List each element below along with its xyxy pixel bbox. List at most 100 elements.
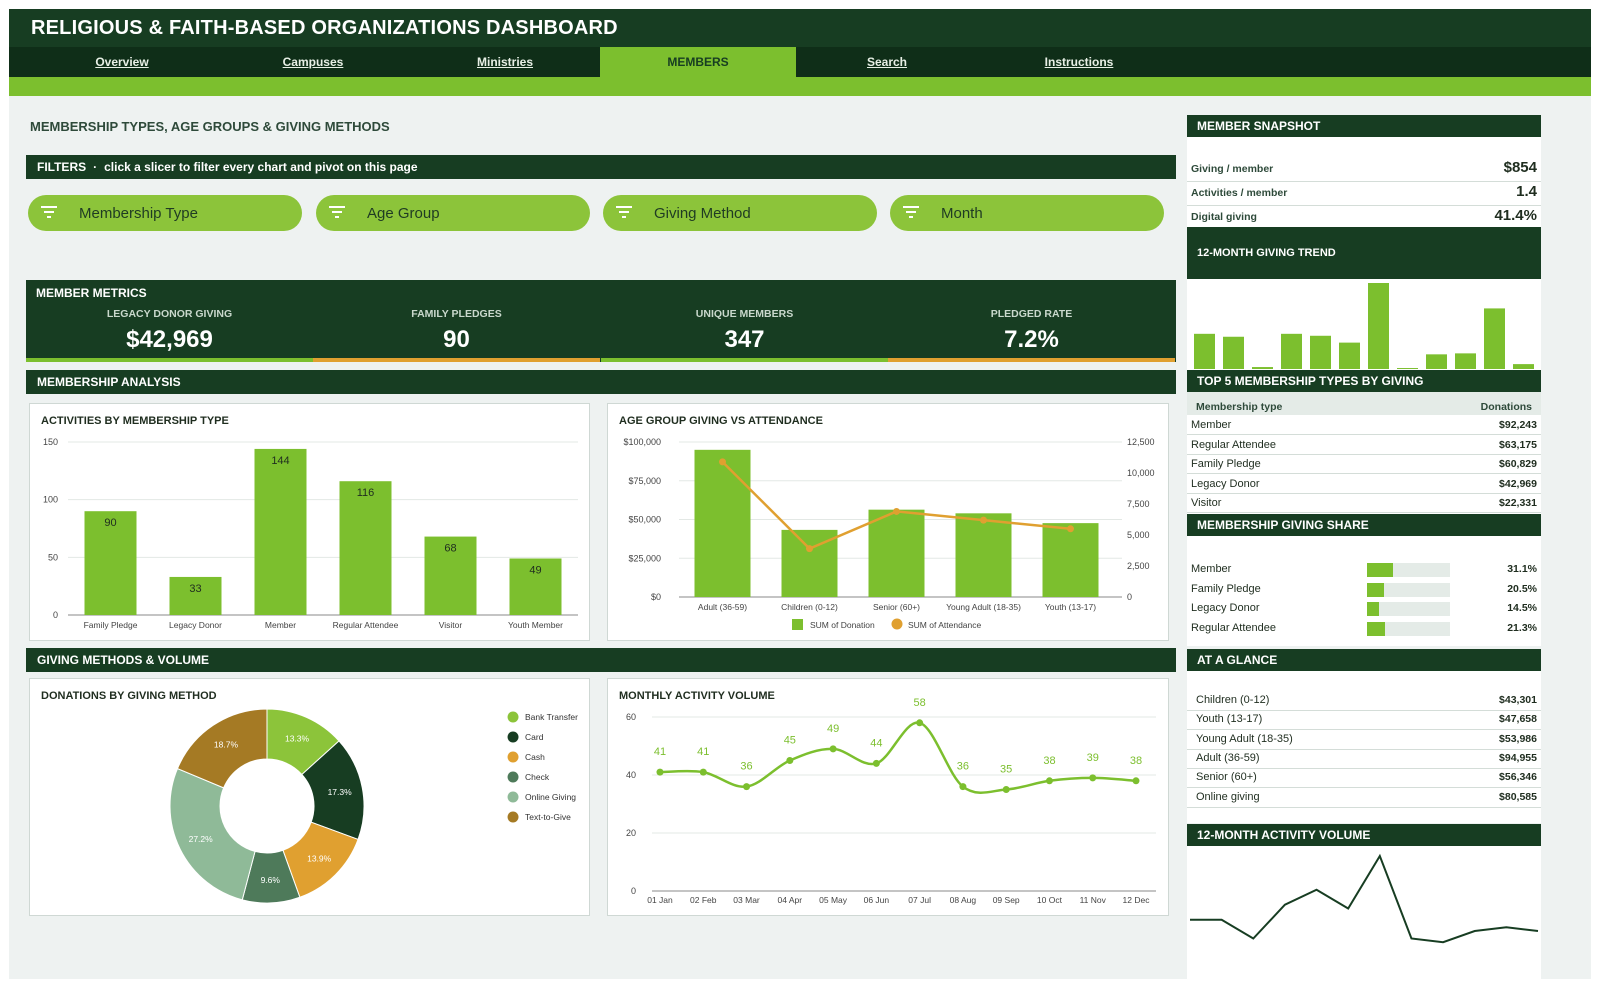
snapshot-title: MEMBER SNAPSHOT (1187, 115, 1541, 137)
giving-trend-header: 12-MONTH GIVING TREND (1187, 227, 1541, 279)
bar-data-label: 33 (189, 583, 201, 595)
legend-swatch (507, 711, 519, 723)
metric-unique-members: UNIQUE MEMBERS 347 (601, 280, 888, 362)
share-value: 14.5% (1507, 602, 1537, 614)
attendance-point (893, 507, 900, 515)
data-point (872, 759, 880, 767)
bar (955, 513, 1012, 597)
x-tick-label: 12 Dec (1123, 895, 1151, 905)
share-value: 20.5% (1507, 582, 1537, 595)
slicer-label: Giving Method (654, 205, 751, 222)
glance-label: Youth (13-17) (1196, 713, 1263, 726)
activities-bar-chart: 0 50 100 150 90 Family Pledge 33 Legacy Donor 14… (43, 437, 578, 630)
top5-label: Regular Attendee (1191, 438, 1277, 451)
top5-header-row (1187, 392, 1541, 415)
data-point (786, 757, 794, 764)
slicer-month[interactable]: Month (890, 195, 1164, 231)
x-tick-label: Family Pledge (84, 620, 138, 630)
legend-label: Cash (525, 752, 545, 762)
share-value: 31.1% (1507, 563, 1537, 575)
section-giving-methods: GIVING METHODS & VOLUME (26, 648, 1176, 672)
filters-bar: FILTERS · click a slicer to filter every… (26, 155, 1176, 179)
divider (1187, 748, 1541, 750)
glance-label: Children (0-12) (1196, 694, 1270, 706)
giving-trend-mini-bar-chart (1187, 279, 1541, 370)
app-title: RELIGIOUS & FAITH-BASED ORGANIZATIONS DA… (31, 17, 618, 39)
snapshot-row: Activities / member 1.4 (1187, 183, 1541, 207)
metric-label: UNIQUE MEMBERS (695, 308, 794, 320)
slice-data-label: 13.9% (307, 853, 332, 863)
slicer-label: Month (941, 205, 983, 222)
y-tick-label: 0 (631, 886, 636, 896)
tab-search[interactable]: Search (866, 55, 908, 69)
x-tick-label: Visitor (439, 620, 463, 630)
data-point (829, 745, 837, 753)
point-data-label: 38 (1043, 755, 1055, 767)
share-bar-fill (1367, 563, 1393, 577)
tab-members[interactable]: MEMBERS (600, 47, 796, 77)
glance-title: AT A GLANCE (1187, 649, 1541, 671)
y-tick-label: 20 (626, 828, 636, 838)
y-tick-label: 60 (626, 712, 636, 722)
divider (1187, 453, 1541, 455)
snapshot-row: Giving / member $854 (1187, 159, 1541, 183)
trend-bar (1223, 336, 1244, 369)
page-heading: MEMBERSHIP TYPES, AGE GROUPS & GIVING ME… (30, 119, 390, 134)
tab-ministries[interactable]: Ministries (476, 55, 533, 69)
slicer-label: Age Group (367, 205, 440, 222)
y-tick-label: 100 (43, 495, 58, 505)
top5-value: $63,175 (1499, 438, 1537, 451)
bar (694, 449, 751, 597)
x-tick-label: Member (265, 620, 296, 630)
tab-instructions[interactable]: Instructions (1044, 55, 1114, 69)
x-tick-label: Legacy Donor (169, 620, 222, 630)
y-tick-label: 50 (48, 552, 58, 562)
activity-trend-line (1190, 853, 1539, 944)
top5-label: Visitor (1191, 497, 1222, 509)
share-label: Family Pledge (1191, 582, 1261, 595)
divider (1187, 434, 1541, 435)
x-tick-label: 07 Jul (908, 895, 931, 905)
snapshot-label: Activities / member (1191, 187, 1288, 199)
x-tick-label: Children (0-12) (781, 602, 838, 612)
x-tick-label: 01 Jan (647, 895, 673, 905)
bar (84, 511, 137, 615)
y-right-tick-label: 10,000 (1127, 468, 1155, 478)
chart-title: AGE GROUP GIVING VS ATTENDANCE (619, 415, 823, 427)
tab-overview[interactable]: Overview (95, 55, 149, 69)
x-tick-label: 02 Feb (690, 895, 717, 905)
filters-label: FILTERS (37, 160, 87, 174)
tab-campuses[interactable]: Campuses (282, 55, 344, 69)
slicer-giving-method[interactable]: Giving Method (603, 195, 877, 231)
nav-bar: Overview Campuses Ministries MEMBERS Sea… (9, 47, 1591, 77)
y-left-tick-label: $100,000 (623, 437, 661, 447)
divider (1187, 181, 1541, 182)
attendance-point (980, 516, 987, 524)
bar-data-label: 68 (444, 543, 456, 555)
data-point (656, 768, 664, 776)
point-data-label: 44 (870, 737, 882, 749)
legend-swatch (891, 618, 903, 630)
x-tick-label: Youth Member (508, 620, 563, 630)
filter-icon (329, 206, 345, 218)
top5-value: $92,243 (1499, 419, 1537, 431)
share-bar-fill (1367, 602, 1380, 616)
divider (1187, 787, 1541, 789)
divider (1187, 729, 1541, 731)
slice-data-label: 17.3% (328, 787, 353, 797)
divider (1187, 806, 1541, 808)
point-data-label: 35 (1000, 764, 1012, 776)
age-group-combo-chart: $0 $25,000 $50,000 $75,000 $100,000 0 2,500 5,0… (623, 437, 1155, 630)
point-data-label: 41 (654, 746, 666, 758)
slicer-age-group[interactable]: Age Group (316, 195, 590, 231)
legend-label: SUM of Attendance (908, 620, 982, 630)
y-right-tick-label: 5,000 (1127, 530, 1150, 540)
chart-title: ACTIVITIES BY MEMBERSHIP TYPE (41, 415, 229, 427)
slicer-membership-type[interactable]: Membership Type (28, 195, 302, 231)
slice-data-label: 27.2% (189, 834, 214, 844)
y-right-tick-label: 0 (1127, 592, 1132, 602)
point-data-label: 38 (1130, 755, 1142, 767)
x-tick-label: 04 Apr (778, 895, 803, 905)
bar (868, 509, 925, 597)
card-age-group-giving: AGE GROUP GIVING VS ATTENDANCE $0 $25,000… (607, 403, 1169, 641)
